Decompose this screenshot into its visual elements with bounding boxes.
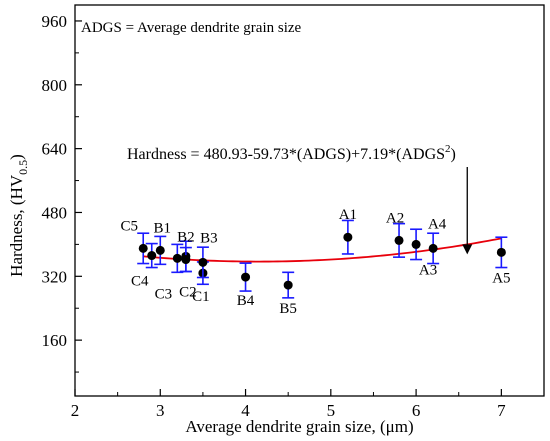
point-label: B3 — [200, 230, 218, 246]
point-label: B2 — [177, 230, 195, 246]
y-tick-label: 160 — [42, 331, 68, 350]
data-marker — [155, 245, 165, 255]
data-marker — [428, 243, 438, 253]
y-axis-label-main: Hardness, (HV — [7, 174, 26, 277]
fit-equation-superscript: 2 — [445, 143, 451, 155]
data-marker — [394, 235, 404, 245]
point-label: C3 — [155, 286, 173, 302]
data-marker — [198, 257, 208, 267]
data-point-a4: A4 — [427, 216, 447, 265]
data-point-b5: B5 — [279, 271, 297, 317]
data-point-c5: C5 — [120, 218, 150, 265]
data-point-b1: B1 — [154, 220, 172, 266]
plot-area-frame — [74, 4, 545, 397]
data-point-c4: C4 — [131, 242, 158, 290]
point-label: A5 — [492, 270, 510, 286]
data-point-b4: B4 — [237, 262, 255, 309]
legend-note: ADGS = Average dendrite grain size — [81, 20, 302, 36]
point-label: C5 — [120, 218, 138, 234]
point-label: B5 — [279, 301, 297, 317]
data-marker — [241, 272, 251, 282]
x-axis-ticks: 2 3 4 5 6 7 — [71, 389, 506, 420]
fit-equation: Hardness = 480.93-59.73*(ADGS)+7.19*(ADG… — [127, 143, 456, 163]
data-point-a1: A1 — [339, 207, 357, 255]
fit-curve — [143, 237, 502, 263]
data-points-group: C5 C4 B1 C3 C2 B2 C1 B3 B4 B5 A1 A2 A3 A4 A5 — [120, 207, 510, 317]
data-marker — [283, 280, 293, 290]
data-point-b3: B3 — [196, 230, 218, 279]
y-axis-label-close: ) — [7, 154, 26, 160]
data-marker — [496, 247, 506, 257]
x-tick-label: 7 — [497, 401, 506, 420]
point-label: A1 — [339, 207, 357, 223]
y-axis-label-sub: 0.5 — [16, 160, 30, 175]
data-point-a5: A5 — [492, 236, 511, 286]
data-point-a3: A3 — [410, 228, 437, 278]
y-tick-label: 800 — [42, 76, 68, 95]
x-tick-label: 5 — [327, 401, 336, 420]
point-label: A4 — [428, 216, 447, 232]
fit-curve-group — [143, 237, 502, 263]
y-tick-label: 480 — [42, 203, 68, 222]
x-tick-label: 4 — [241, 401, 250, 420]
data-point-a2: A2 — [386, 210, 406, 258]
data-marker — [147, 251, 157, 261]
y-tick-label: 640 — [42, 140, 68, 159]
x-tick-label: 2 — [71, 401, 80, 420]
fit-equation-prefix: Hardness = 480.93-59.73*(ADGS)+7.19*(ADG… — [127, 146, 445, 163]
data-marker — [181, 255, 191, 265]
data-marker — [138, 243, 148, 253]
point-label: C2 — [179, 284, 197, 300]
y-axis-label: Hardness, (HV0.5) — [7, 154, 30, 277]
data-marker — [343, 232, 353, 242]
fit-equation-suffix: ) — [451, 146, 456, 163]
point-label: B4 — [237, 293, 255, 309]
point-label: A2 — [386, 210, 404, 226]
point-label: A3 — [419, 262, 437, 278]
point-label: C1 — [192, 289, 210, 305]
data-marker — [411, 239, 421, 249]
point-label: C4 — [131, 274, 149, 290]
data-point-b2: B2 — [177, 230, 195, 273]
x-tick-label: 6 — [412, 401, 421, 420]
x-tick-label: 3 — [156, 401, 165, 420]
y-tick-label: 320 — [42, 267, 68, 286]
equation-arrow-head — [462, 244, 473, 255]
y-tick-label: 960 — [42, 12, 68, 31]
point-label: B1 — [154, 220, 172, 236]
x-axis-label: Average dendrite grain size, (μm) — [185, 417, 413, 436]
y-axis-ticks: 160 320 480 640 800 960 — [42, 12, 82, 373]
data-marker — [172, 253, 182, 263]
